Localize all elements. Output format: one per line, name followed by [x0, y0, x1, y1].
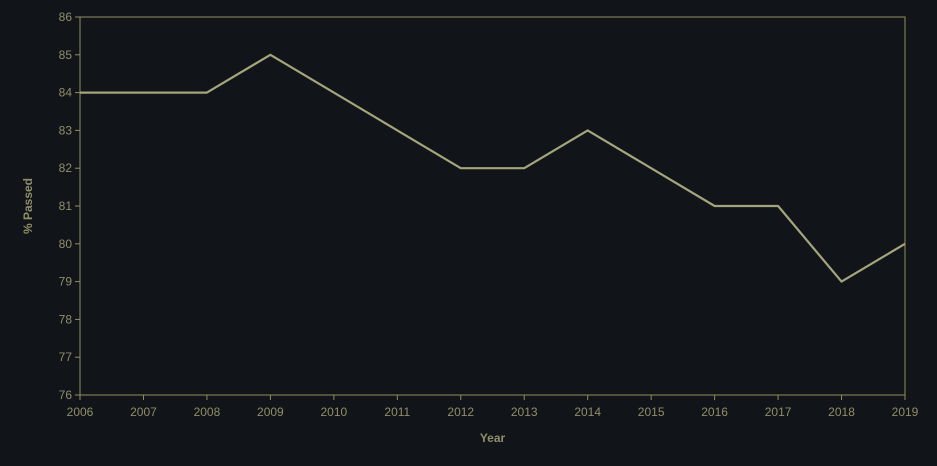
x-axis-title: Year [480, 431, 506, 445]
series-line [80, 53, 906, 283]
y-axis-title: % Passed [21, 178, 35, 234]
x-tick-label: 2012 [447, 405, 474, 419]
x-tick-label: 2006 [67, 405, 94, 419]
y-tick-label: 80 [59, 237, 73, 251]
x-tick-label: 2007 [130, 405, 157, 419]
x-tick-label: 2018 [828, 405, 855, 419]
y-tick-label: 86 [59, 10, 73, 24]
y-tick-label: 77 [59, 350, 73, 364]
y-tick-label: 81 [59, 199, 73, 213]
y-tick-label: 84 [59, 86, 73, 100]
x-tick-label: 2015 [638, 405, 665, 419]
x-tick-label: 2013 [511, 405, 538, 419]
x-tick-label: 2016 [701, 405, 728, 419]
x-tick-label: 2011 [384, 405, 410, 419]
x-tick-label: 2017 [765, 405, 792, 419]
x-tick-label: 2008 [194, 405, 221, 419]
y-tick-label: 83 [59, 123, 73, 137]
x-tick-label: 2014 [574, 405, 601, 419]
y-tick-label: 79 [59, 275, 73, 289]
x-axis: 2006 2007 2008 2009 2010 2011 2012 2013 2014 2015… [67, 395, 919, 419]
y-axis: 76 77 78 79 80 81 82 83 84 85 86 [59, 10, 80, 402]
y-tick-label: 76 [59, 388, 73, 402]
y-tick-label: 82 [59, 161, 73, 175]
y-tick-label: 78 [59, 312, 73, 326]
x-tick-label: 2010 [320, 405, 347, 419]
y-tick-label: 85 [59, 48, 73, 62]
x-tick-label: 2019 [892, 405, 919, 419]
x-tick-label: 2009 [257, 405, 284, 419]
